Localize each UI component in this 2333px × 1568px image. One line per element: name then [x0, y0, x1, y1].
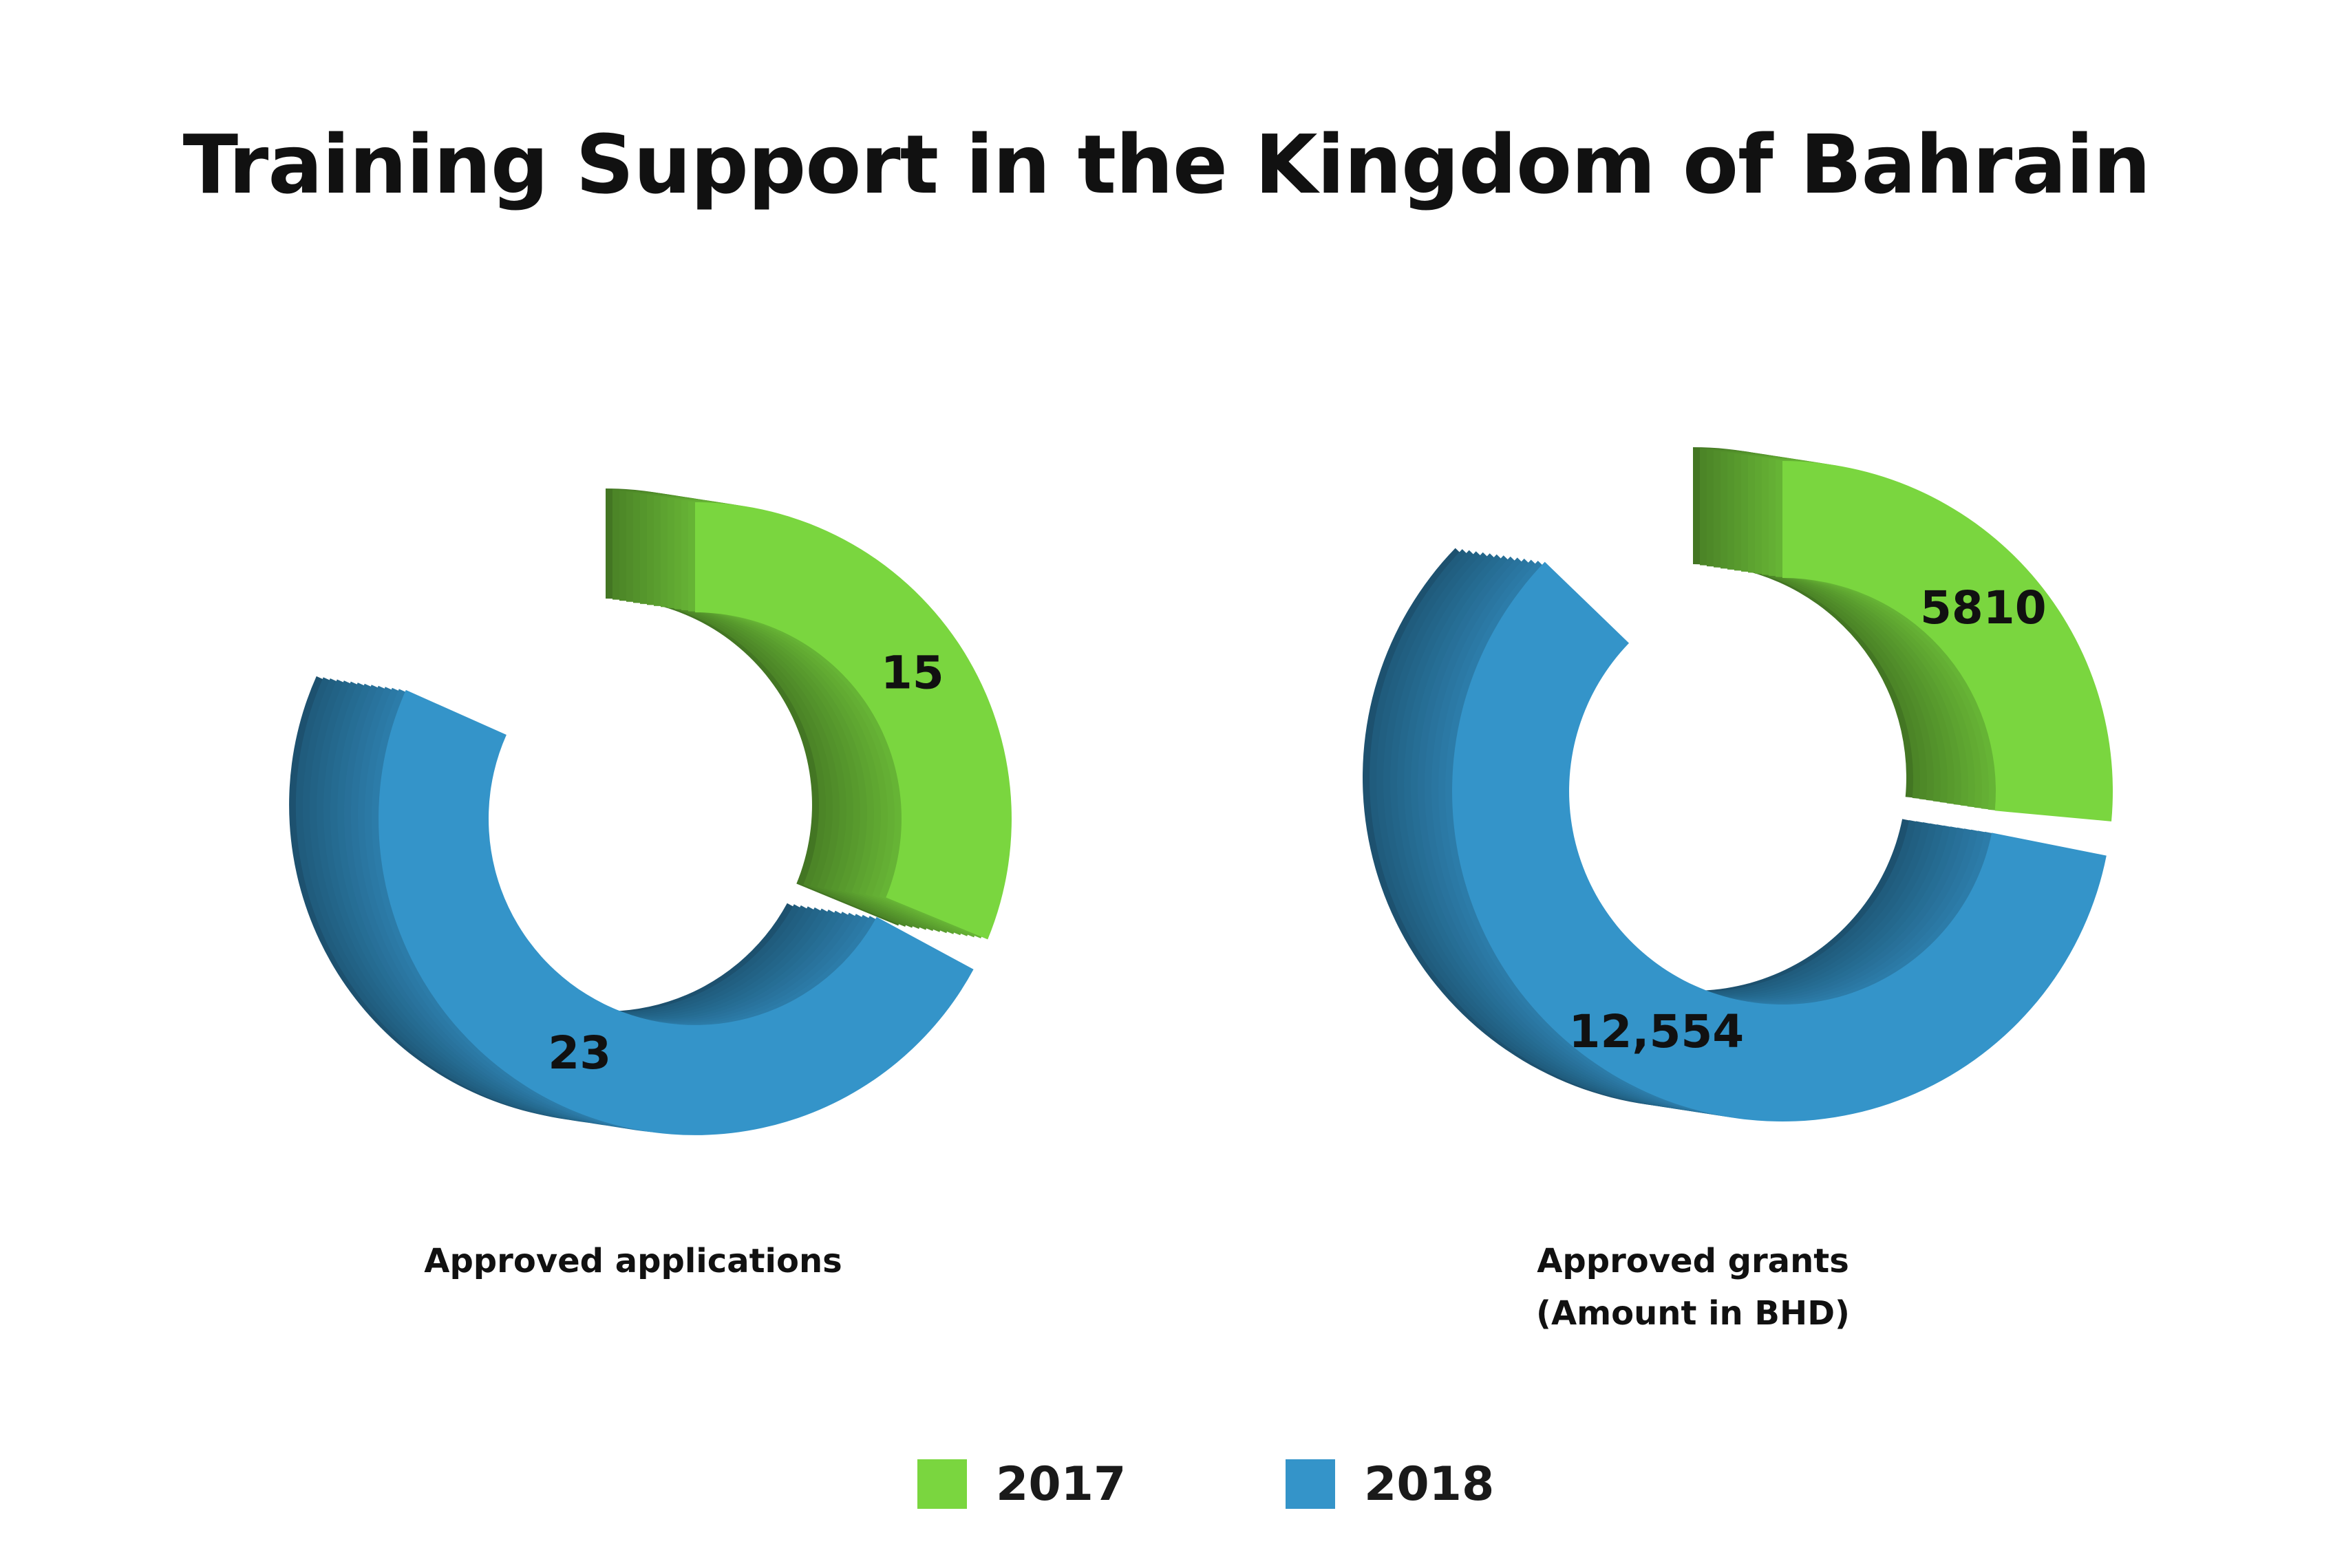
slice-face-2018 [379, 689, 974, 1135]
chart-caption-grants: Approved grants (Amount in BHD) [1418, 1235, 1968, 1340]
legend-swatch-2018 [1286, 1459, 1335, 1509]
approved-grants-donut: 5810 12,554 [1363, 447, 2113, 1122]
chart-caption-applications: Approved applications [358, 1235, 908, 1287]
legend-label-2018: 2018 [1364, 1457, 1495, 1512]
chart-title-grants: Approved grants [1537, 1242, 1849, 1280]
slice-label-2018: 23 [548, 1027, 611, 1080]
slice-label-2017: 5810 [1920, 581, 2047, 634]
donut-slice-2018: 12,554 [1363, 548, 2107, 1122]
legend-item-2018: 2018 [1286, 1457, 1495, 1512]
donut-slice-2017: 5810 [1693, 447, 2113, 821]
chart-subtitle-grants: (Amount in BHD) [1536, 1294, 1850, 1333]
slice-face-2017 [695, 502, 1012, 940]
donut-slice-2018: 23 [289, 676, 974, 1135]
legend-swatch-2017 [917, 1459, 967, 1509]
slice-label-2017: 15 [881, 647, 944, 700]
legend-label-2017: 2017 [996, 1457, 1127, 1512]
page-title: Training Support in the Kingdom of Bahra… [182, 117, 2151, 212]
donut-slice-2017: 15 [606, 488, 1012, 940]
legend-item-2017: 2017 [917, 1457, 1127, 1512]
slice-label-2018: 12,554 [1569, 1005, 1745, 1058]
chart-title-applications: Approved applications [424, 1242, 842, 1280]
slice-face-2018 [1452, 561, 2107, 1122]
slice-face-2017 [1782, 461, 2113, 821]
